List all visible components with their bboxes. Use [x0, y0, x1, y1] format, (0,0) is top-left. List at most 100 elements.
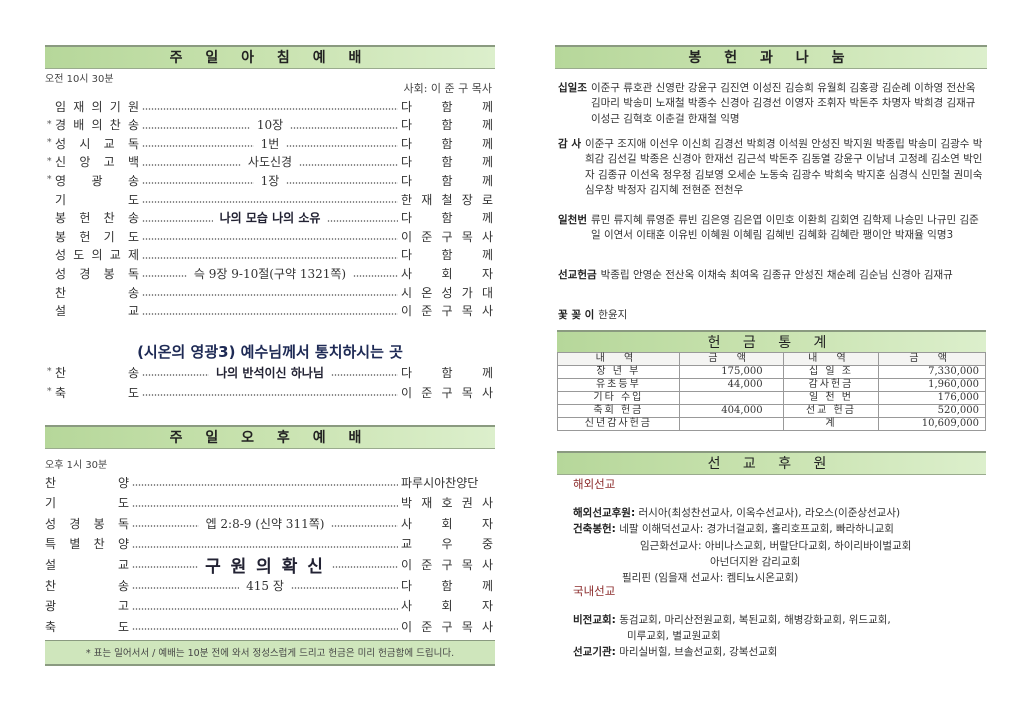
program-item-leader: 시 온 성 가 대 — [401, 285, 493, 300]
leader-dots — [132, 607, 398, 610]
program-item-label: 성 경 봉 독 — [55, 266, 139, 281]
leader-dots — [142, 294, 398, 296]
overseas-mission-heading: 해외선교 — [573, 477, 616, 491]
afternoon-time: 오후 1시 30분 — [45, 460, 108, 471]
morning-time: 오전 10시 30분 — [45, 74, 114, 85]
offering-type: 일천번 — [558, 214, 587, 226]
program-row: * 신 앙 고 백 사도신경 다 함 께 — [47, 153, 493, 171]
program-item-label: 성 시 교 독 — [55, 136, 139, 151]
leader-dots — [330, 374, 398, 376]
program-row: 봉 헌 찬 송 나의 모습 나의 소유 다 함 께 — [47, 209, 493, 227]
category-cell: 감사헌금 — [782, 378, 880, 392]
category-cell: 십 일 조 — [782, 365, 880, 379]
program-item-label: 축 도 — [45, 619, 129, 634]
mission-line: 아넌더지완 감리교회 — [710, 556, 801, 568]
program-row: * 영 광 송 1장 다 함 께 — [47, 171, 493, 189]
footer-note: * 표는 일어서서 / 예배는 10분 전에 와서 정성스럽게 드리고 헌금은 … — [45, 640, 495, 666]
category-cell: 장 년 부 — [557, 365, 680, 379]
donor-names: 박종립 안영순 전산옥 이채숙 최여옥 김종규 안성진 채순례 김순님 신경아 … — [600, 269, 953, 281]
mission-line: 해외선교후원: 러시아(최성찬선교사, 이옥수선교사), 라오스(이준상선교사) — [573, 507, 901, 519]
offering-group: 선교헌금 박종립 안영순 전산옥 이채숙 최여옥 김종규 안성진 채순례 김순님 … — [558, 268, 988, 283]
program-item-leader: 이 준 구 목 사 — [401, 385, 493, 400]
leader-dots — [142, 126, 250, 129]
leader-dots — [132, 587, 240, 589]
program-row: 찬 양 파루시아찬양단 — [45, 473, 493, 491]
leader-dots — [142, 145, 254, 148]
table-row: 기타 수입 일 천 번 176,000 — [557, 391, 986, 405]
mission-line: 임근화선교사: 아비나스교회, 버랄단다교회, 하이리바이벌교회 — [640, 540, 912, 552]
program-item-label: 신 앙 고 백 — [55, 155, 139, 170]
amount-cell — [678, 417, 784, 431]
amount-cell: 404,000 — [678, 404, 784, 418]
morning-service-header: 주 일 아 침 예 배 — [45, 45, 495, 69]
stand-marker: * — [47, 175, 52, 186]
program-item-label: 찬 송 — [55, 365, 139, 380]
leader-dots — [132, 566, 199, 569]
program-item-label: 특 별 찬 양 — [45, 537, 129, 552]
column-header: 내 역 — [782, 352, 880, 366]
program-item-detail: 나의 반석이신 하나님 — [216, 365, 324, 380]
table-row: 축회 헌금 404,000 선교 헌금 520,000 — [557, 404, 986, 418]
program-item-label: 봉 헌 찬 송 — [55, 211, 139, 226]
program-item-label: 찬 송 — [45, 578, 129, 593]
program-item-leader: 교 우 중 — [401, 537, 493, 552]
program-item-leader: 사 회 자 — [401, 266, 493, 281]
category-cell: 일 천 번 — [782, 391, 880, 405]
program-item-label: 설 교 — [55, 304, 139, 319]
program-item-leader: 이 준 구 목 사 — [401, 557, 493, 572]
offering-type: 꽃 꽂 이 — [558, 309, 595, 321]
offering-group: 일천번 류민 류지혜 류영준 류빈 김은영 김은엽 이민호 이환희 김회연 김학제… — [558, 213, 988, 244]
leader-dots — [142, 312, 398, 315]
program-item-leader: 사 회 자 — [401, 599, 493, 614]
sermon-title: (시온의 영광3) 예수님께서 통치하시는 곳 — [137, 343, 403, 361]
program-item-detail: 1번 — [260, 136, 280, 151]
amount-cell: 175,000 — [678, 365, 784, 379]
offering-group: 꽃 꽂 이 한윤지 — [558, 308, 988, 323]
program-row: * 축 도 이 준 구 목 사 — [47, 383, 493, 401]
program-item-label: 영 광 송 — [55, 173, 139, 188]
stand-marker: * — [47, 156, 52, 167]
category-cell: 계 — [782, 417, 880, 431]
category-cell: 기타 수입 — [557, 391, 680, 405]
amount-cell: 7,330,000 — [878, 365, 986, 379]
program-item-leader: 다 함 께 — [401, 118, 493, 133]
column-header: 금 액 — [678, 352, 784, 366]
program-item-label: 찬 양 — [45, 475, 129, 490]
stand-marker: * — [47, 119, 52, 130]
program-item-detail: 구 원 의 확 신 — [205, 556, 325, 577]
stand-marker: * — [47, 138, 52, 149]
donor-names: 류민 류지혜 류영준 류빈 김은영 김은엽 이민호 이환희 김회연 김학제 나승… — [590, 214, 979, 242]
program-item-leader: 파루시아찬양단 — [401, 475, 479, 490]
program-item-label: 경 배 의 찬 송 — [55, 118, 139, 133]
program-row: * 찬 송 나의 반석이신 하나님 다 함 께 — [47, 363, 493, 381]
table-row: 장 년 부 175,000 십 일 조 7,330,000 — [557, 365, 986, 379]
donor-names: 이준구 류호관 신영란 강윤구 김진연 이성진 김승희 유월희 김홍광 김순례 … — [590, 82, 976, 125]
program-row: * 경 배 의 찬 송 10장 다 함 께 — [47, 116, 493, 134]
domestic-mission-heading: 국내선교 — [573, 584, 616, 598]
program-item-label: 광 고 — [45, 599, 129, 614]
leader-dots — [142, 256, 398, 259]
program-item-leader: 사 회 자 — [401, 516, 493, 531]
offering-header: 봉 헌 과 나 눔 — [555, 45, 987, 69]
program-item-leader: 다 함 께 — [401, 248, 493, 263]
program-item-leader: 이 준 구 목 사 — [401, 619, 493, 634]
program-item-detail: 나의 모습 나의 소유 — [219, 211, 321, 226]
program-item-leader: 다 함 께 — [401, 173, 493, 188]
leader-dots — [331, 525, 398, 528]
program-row: 성 경 봉 독 엡 2:8-9 (신약 311쪽) 사 회 자 — [45, 514, 493, 532]
program-item-label: 찬 송 — [55, 285, 139, 300]
leader-dots — [142, 219, 213, 222]
program-item-leader: 다 함 께 — [401, 155, 494, 170]
program-item-leader: 다 함 께 — [401, 211, 494, 226]
program-item-label: 임 재 의 기 원 — [55, 99, 139, 114]
mission-line: 필리핀 (임을재 선교사: 켐티뇨시온교회) — [622, 572, 799, 584]
program-item-leader: 이 준 구 목 사 — [401, 229, 493, 244]
